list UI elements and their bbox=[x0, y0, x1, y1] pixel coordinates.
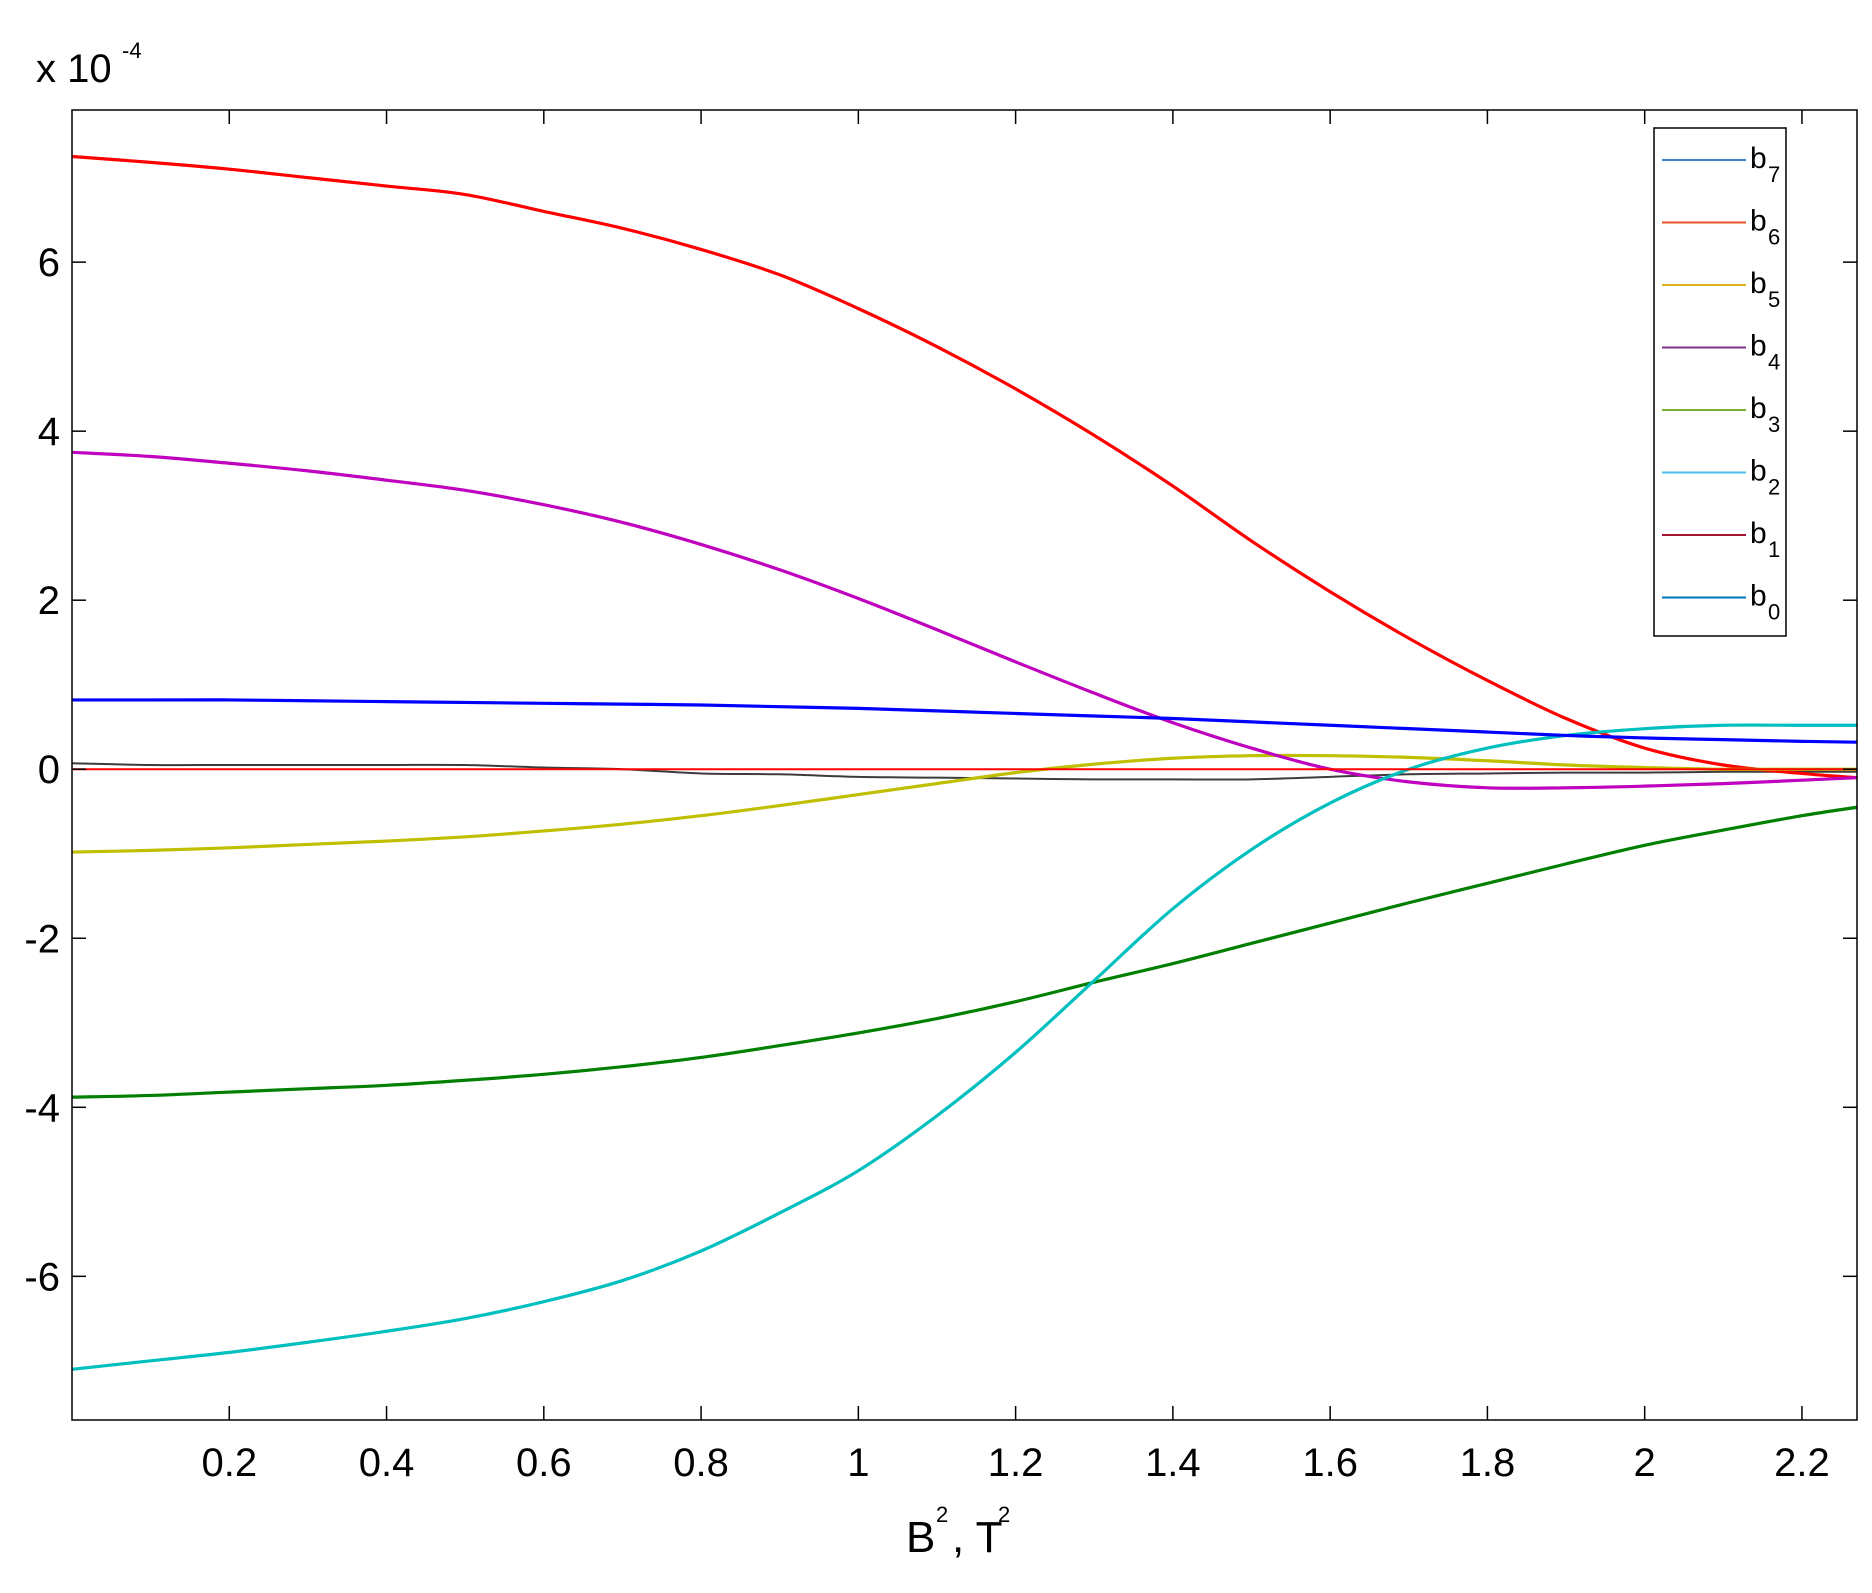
y-multiplier-label: x 10 bbox=[36, 47, 112, 91]
axes-layer: 0.2 0.4 0.6 0.8 1 1.2 1.4 1.6 1.8 2 2.2 -6 -4 -2 0 2 4 6 bbox=[24, 109, 1858, 1485]
legend-sub-b0: 0 bbox=[1768, 600, 1780, 625]
x-axis-label-mid: , T bbox=[952, 1513, 1003, 1562]
y-tick-label: 6 bbox=[38, 241, 60, 285]
x-tick-label: 2 bbox=[1634, 1441, 1656, 1485]
series-line-b6 bbox=[71, 154, 1858, 780]
y-tick-label: 2 bbox=[38, 579, 60, 623]
series-line-b3 bbox=[71, 805, 1858, 1099]
y-multiplier-exponent: -4 bbox=[122, 38, 142, 63]
x-axis-label: B bbox=[906, 1513, 935, 1562]
x-tick-label: 0.6 bbox=[516, 1441, 572, 1485]
x-tick-label: 1.4 bbox=[1145, 1441, 1201, 1485]
legend-label-b4: b bbox=[1750, 330, 1767, 363]
y-tick-label: 0 bbox=[38, 748, 60, 792]
x-tick-label: 1.6 bbox=[1302, 1441, 1358, 1485]
x-axis-label-sup1: 2 bbox=[936, 1502, 948, 1527]
y-tick-label: -6 bbox=[24, 1255, 60, 1299]
y-tick-label: -4 bbox=[24, 1086, 60, 1130]
legend-sub-b4: 4 bbox=[1768, 350, 1780, 375]
legend-label-b6: b bbox=[1750, 205, 1767, 238]
x-tick-label: 0.8 bbox=[673, 1441, 729, 1485]
legend-label-b7: b bbox=[1750, 142, 1767, 175]
legend: b 7b 6b 5b 4b 3b 2b 1b 0 bbox=[1653, 127, 1787, 637]
legend-sub-b7: 7 bbox=[1768, 162, 1780, 187]
x-tick-label: 2.2 bbox=[1774, 1441, 1830, 1485]
x-tick-label: 0.4 bbox=[359, 1441, 415, 1485]
y-tick-label: -2 bbox=[24, 917, 60, 961]
legend-label-b3: b bbox=[1750, 392, 1767, 425]
legend-label-b5: b bbox=[1750, 267, 1767, 300]
series-line-b4 bbox=[71, 450, 1858, 790]
series-layer bbox=[71, 154, 1858, 1371]
x-tick-label: 1.2 bbox=[988, 1441, 1044, 1485]
legend-sub-b6: 6 bbox=[1768, 225, 1780, 250]
x-tick-label: 0.2 bbox=[201, 1441, 257, 1485]
legend-sub-b2: 2 bbox=[1768, 475, 1780, 500]
axes-frame bbox=[71, 109, 1858, 1421]
series-line-b5 bbox=[71, 753, 1857, 854]
x-tick-label: 1 bbox=[847, 1441, 869, 1485]
legend-label-b0: b bbox=[1750, 580, 1767, 613]
legend-label-b1: b bbox=[1750, 517, 1767, 550]
legend-sub-b1: 1 bbox=[1768, 537, 1780, 562]
legend-label-b2: b bbox=[1750, 455, 1767, 488]
legend-sub-b5: 5 bbox=[1768, 287, 1780, 312]
series-line-b0 bbox=[71, 698, 1858, 744]
legend-box bbox=[1653, 127, 1787, 637]
legend-sub-b3: 3 bbox=[1768, 412, 1780, 437]
y-tick-label: 4 bbox=[38, 410, 60, 454]
x-axis-label-sup2: 2 bbox=[998, 1502, 1010, 1527]
axis-labels: x 10 -4B 2, T2 bbox=[36, 38, 1010, 1562]
x-tick-label: 1.8 bbox=[1460, 1441, 1516, 1485]
